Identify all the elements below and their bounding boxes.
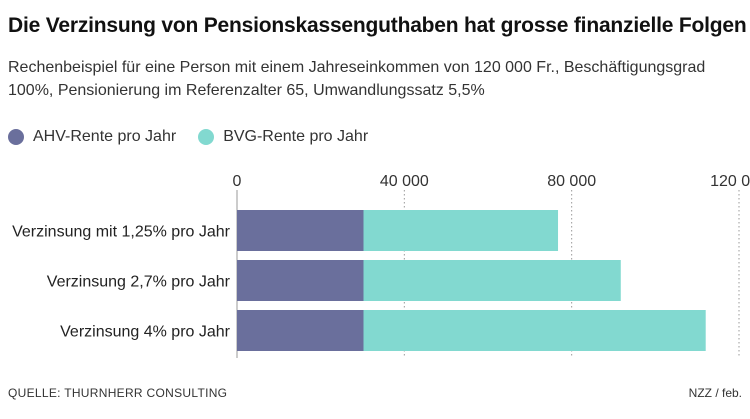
legend-swatch-bvg	[198, 129, 215, 145]
bar-segment-ahv	[237, 310, 364, 351]
category-label: Verzinsung 2,7% pro Jahr	[47, 274, 231, 291]
legend-item-bvg: BVG-Rente pro Jahr	[198, 128, 368, 146]
source-note: QUELLE: THURNHERR CONSULTING	[8, 386, 228, 400]
bar-segment-ahv	[237, 260, 364, 301]
bar-segment-ahv	[237, 210, 364, 251]
bar-segment-bvg	[363, 210, 559, 251]
category-labels: Verzinsung mit 1,25% pro Jahr Verzinsung …	[12, 224, 231, 341]
bar-segment-bvg	[363, 310, 706, 351]
credit-note: NZZ / feb.	[688, 386, 742, 400]
legend-label-bvg: BVG-Rente pro Jahr	[223, 128, 369, 145]
x-tick-label: 120 000	[710, 173, 750, 190]
bar-segment-bvg	[363, 260, 621, 301]
chart-title: Die Verzinsung von Pensionskassenguthabe…	[8, 14, 747, 37]
legend-item-ahv: AHV-Rente pro Jahr	[8, 128, 176, 146]
category-label: Verzinsung mit 1,25% pro Jahr	[12, 224, 231, 241]
bar-chart: 0 40 000 80 000 120 000 Verzinsung mit 1,25…	[12, 173, 750, 358]
x-tick-label: 40 000	[380, 173, 429, 190]
chart-subtitle: Rechenbeispiel für eine Person mit einem…	[8, 59, 706, 99]
legend: AHV-Rente pro Jahr BVG-Rente pro Jahr	[8, 128, 368, 146]
x-tick-label: 80 000	[547, 173, 596, 190]
bars	[237, 210, 706, 351]
category-label: Verzinsung 4% pro Jahr	[60, 324, 231, 341]
legend-swatch-ahv	[8, 129, 24, 145]
x-tick-label: 0	[233, 173, 242, 190]
legend-label-ahv: AHV-Rente pro Jahr	[33, 128, 177, 145]
x-tick-labels: 0 40 000 80 000 120 000	[233, 173, 750, 190]
